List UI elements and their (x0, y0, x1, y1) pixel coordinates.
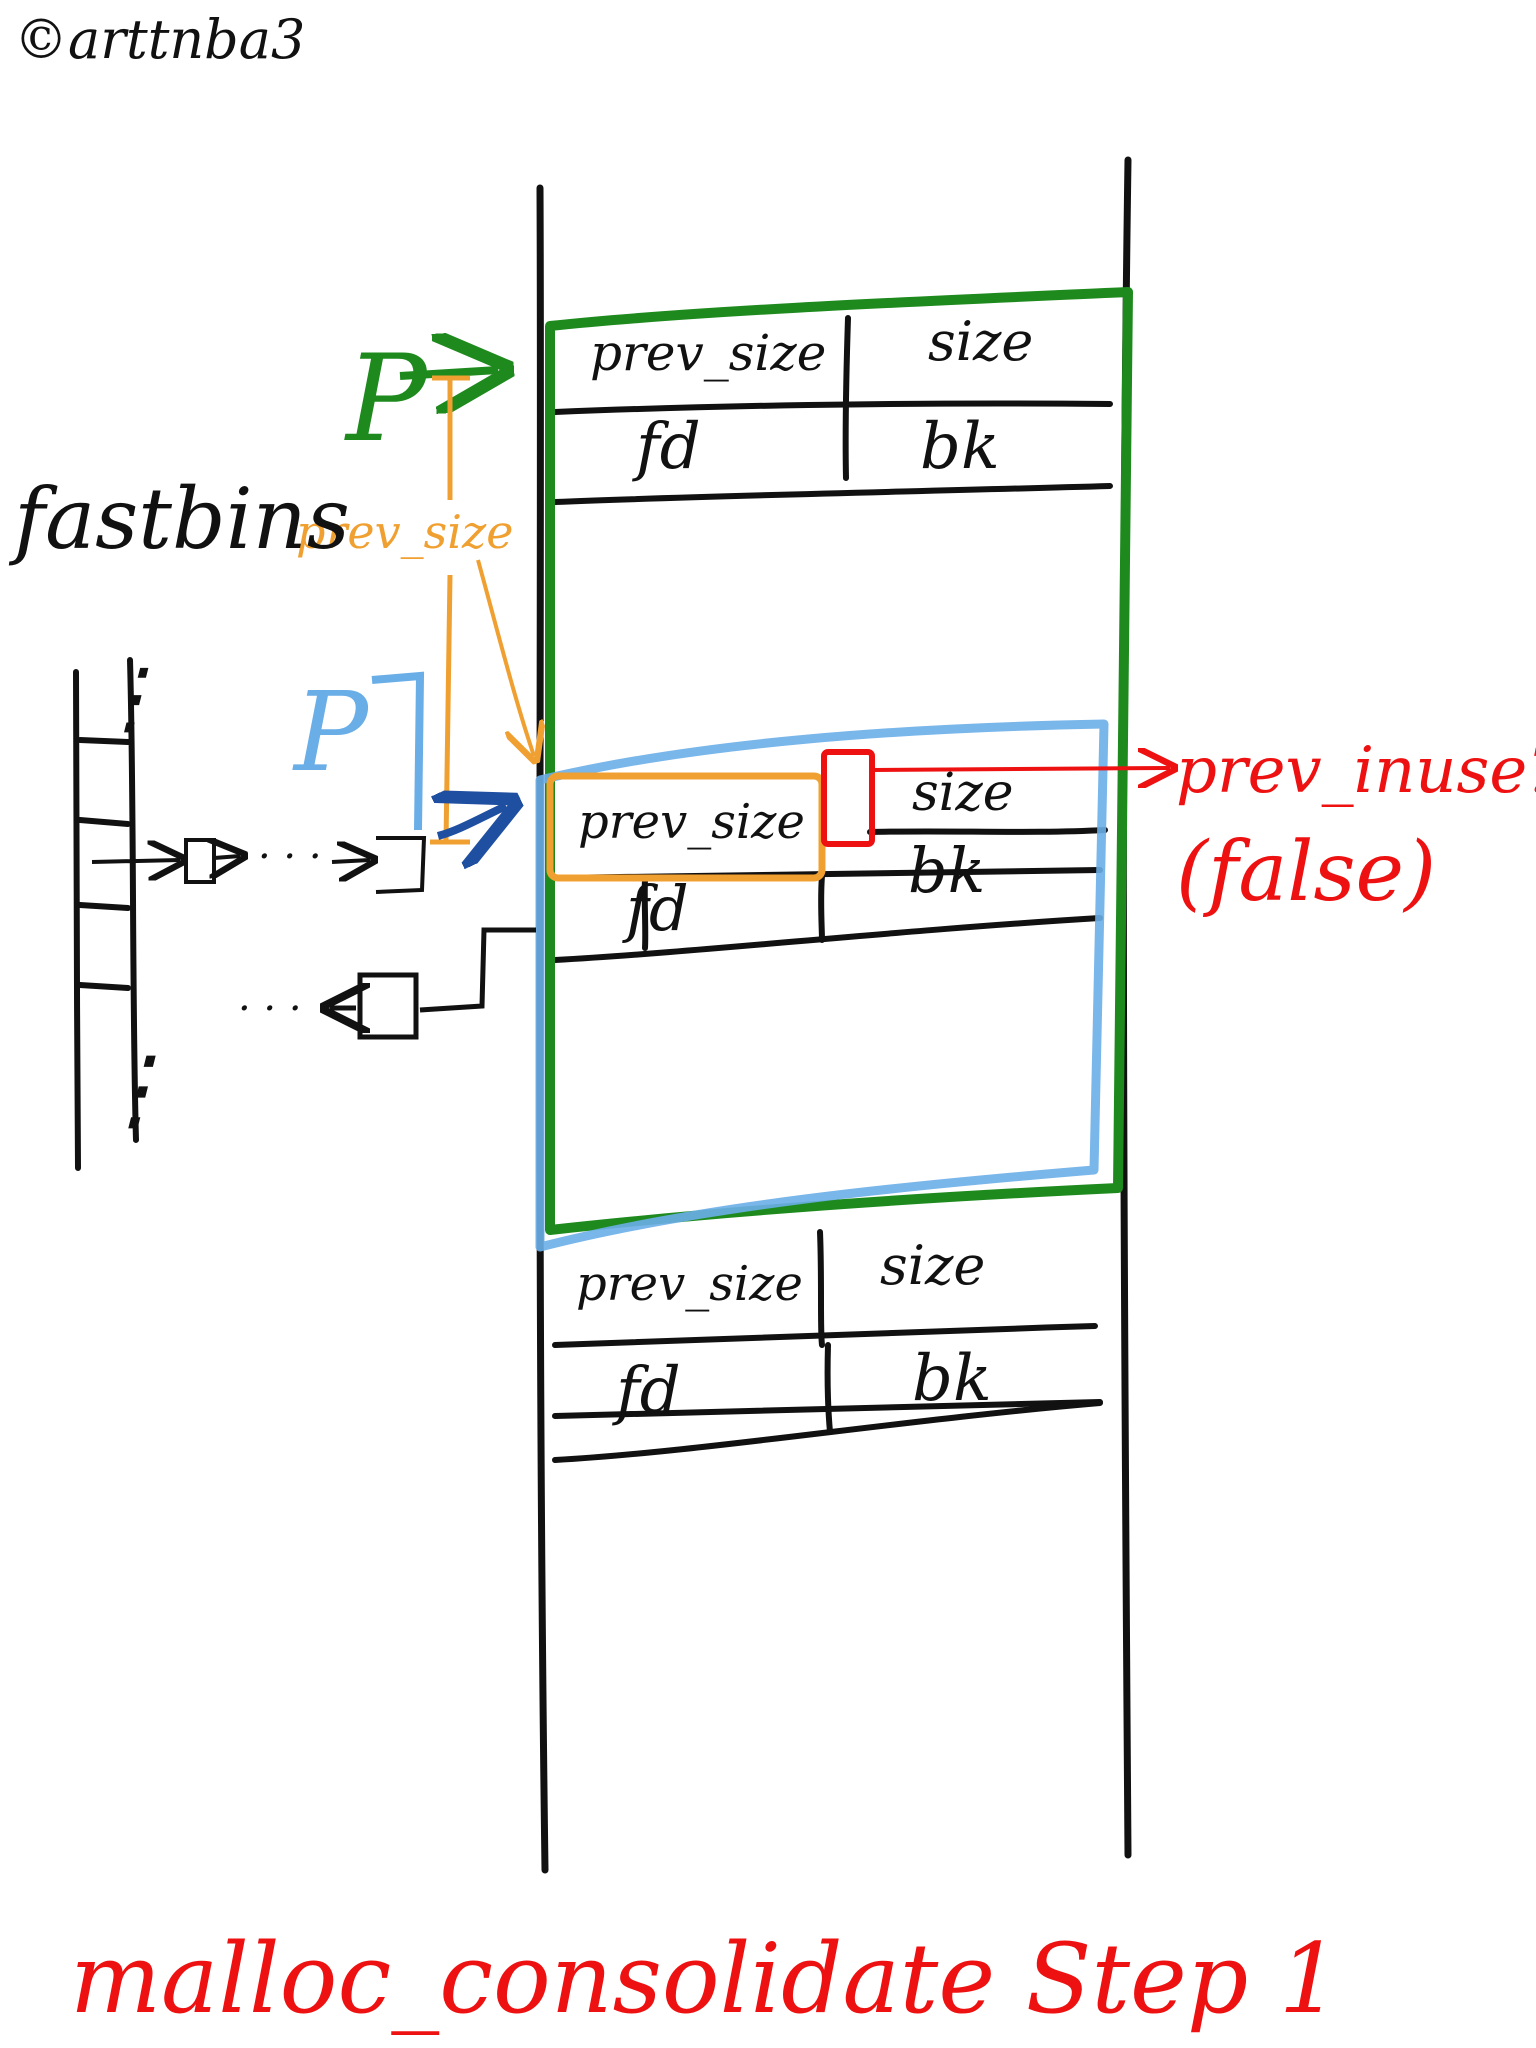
green-p-label: P (344, 330, 429, 469)
fastbin-chain-dots: · · · (258, 834, 322, 880)
chunk-1-prev-size: prev_size (590, 324, 826, 382)
fastbin-back-link (330, 927, 536, 1040)
chunk-3-bk: bk (912, 1342, 992, 1416)
chunk-2-prev-size: prev_size (578, 794, 805, 850)
chunk-3-size: size (880, 1234, 985, 1297)
orange-bracket (430, 375, 470, 845)
orange-arrow (476, 559, 534, 756)
prev-inuse-value: (false) (1176, 825, 1436, 920)
blue-p-arrow (438, 806, 506, 836)
fastbin-back-dots: · · · (238, 986, 302, 1032)
blue-p-label: P (292, 668, 370, 796)
fastbins-label: fastbins (8, 470, 350, 568)
chunk-3-grid (552, 1229, 1103, 1463)
chunk-3-prev-size: prev_size (576, 1256, 803, 1312)
fastbins-bottom-dots: ⋮ (90, 1037, 180, 1142)
diagram-title: malloc_consolidate Step 1 (70, 1923, 1340, 2035)
prev-inuse-arrow (871, 768, 1170, 770)
blue-p-bracket (371, 671, 425, 831)
blue-chunk-outline (535, 719, 1109, 1252)
fastbins-top-dots: ⋮ (90, 651, 170, 744)
chunk-2-fd: fd (622, 872, 689, 945)
prev-size-annotation: prev_size (296, 505, 513, 559)
chunk-2-size: size (912, 763, 1014, 823)
fastbins-array (73, 657, 139, 1171)
watermark: ©arttnba3 (14, 8, 305, 71)
red-prev-inuse-box (821, 749, 875, 847)
fastbin-chain (91, 838, 427, 894)
chunk-1-size: size (928, 310, 1033, 373)
green-p-arrow (399, 370, 498, 376)
chunk-1-bk: bk (920, 410, 1000, 484)
prev-inuse-label: prev_inuse? (1176, 734, 1536, 808)
chunk-2-bk: bk (908, 834, 985, 907)
chunk-1-grid (552, 315, 1113, 505)
chunk-3-fd: fd (612, 1354, 681, 1428)
chunk-1-fd: fd (632, 410, 701, 484)
